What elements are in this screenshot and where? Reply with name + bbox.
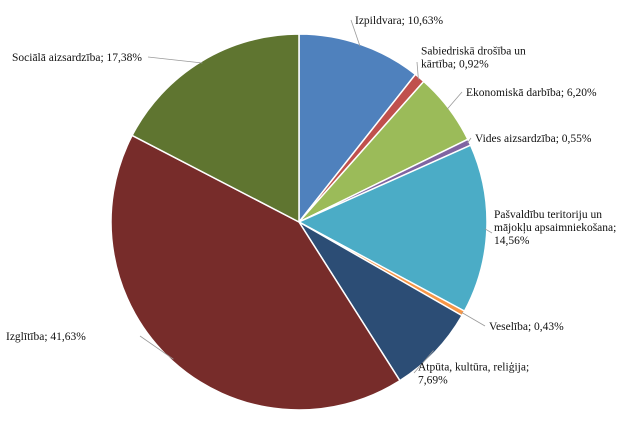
data-label-line: Veselība; 0,43% bbox=[489, 321, 564, 333]
leader-line-sociala-aizsardziba bbox=[147, 56, 203, 64]
data-label-line: Pašvaldību teritoriju un bbox=[494, 209, 602, 221]
data-label-sabiedriska-drosiba-un-kartiba: Sabiedriskā drošība un kārtība; 0,92% bbox=[421, 46, 526, 71]
leader-line-ekonomiska-darbiba bbox=[446, 91, 463, 110]
pie-slice-izglitiba bbox=[110, 134, 401, 411]
leader-line-veseliba bbox=[461, 312, 486, 327]
data-label-line: Vides aizsardzība; 0,55% bbox=[475, 133, 592, 145]
leader-line-izpildvara bbox=[350, 19, 361, 47]
pie-slice-pasvaldibu-teritoriju-un-majoklu-apsaimniekosana bbox=[297, 144, 488, 313]
data-labels: Izpildvara; 10,63% Sabiedriskā drošība un… bbox=[6, 15, 616, 387]
leader-line-izglitiba bbox=[139, 335, 174, 360]
leader-line-atputa-kultura-religija bbox=[413, 350, 434, 374]
data-label-sociala-aizsardziba: Sociālā aizsardzība; 17,38% bbox=[12, 52, 142, 64]
data-label-line: Atpūta, kultūra, reliģija; bbox=[418, 362, 529, 374]
pie-slice-izpildvara bbox=[298, 33, 417, 225]
leader-line-pasvaldibu-teritoriju-un-majoklu-apsaimniekosana bbox=[484, 228, 493, 234]
data-label-pasvaldibu-teritoriju-un-majoklu-apsaimniekosana: Pašvaldību teritoriju un mājokļu apsaimni… bbox=[494, 209, 616, 247]
leader-line-vides-aizsardziba bbox=[467, 137, 472, 144]
data-label-atputa-kultura-religija: Atpūta, kultūra, reliģija; 7,69% bbox=[418, 362, 529, 387]
data-label-line: kārtība; 0,92% bbox=[421, 59, 489, 71]
leader-lines bbox=[139, 19, 493, 374]
data-label-izglitiba: Izglītība; 41,63% bbox=[6, 331, 86, 343]
data-label-izpildvara: Izpildvara; 10,63% bbox=[355, 15, 444, 27]
data-label-line: Izpildvara; 10,63% bbox=[355, 15, 444, 27]
data-label-line: 7,69% bbox=[418, 375, 448, 387]
data-label-line: mājokļu apsaimniekošana; bbox=[494, 222, 616, 234]
data-label-line: 14,56% bbox=[494, 235, 530, 247]
data-label-vides-aizsardziba: Vides aizsardzība; 0,55% bbox=[475, 133, 592, 145]
data-label-line: Sabiedriskā drošība un bbox=[421, 46, 526, 58]
pie-slices bbox=[110, 33, 488, 411]
data-label-line: Izglītība; 41,63% bbox=[6, 331, 86, 343]
leader-line-sabiedriska-drosiba-un-kartiba bbox=[416, 61, 419, 80]
data-label-ekonomiska-darbiba: Ekonomiskā darbība; 6,20% bbox=[466, 87, 597, 99]
data-label-line: Ekonomiskā darbība; 6,20% bbox=[466, 87, 597, 99]
data-label-line: Sociālā aizsardzība; 17,38% bbox=[12, 52, 142, 64]
pie-slice-sociala-aizsardziba bbox=[131, 33, 300, 224]
data-label-veseliba: Veselība; 0,43% bbox=[489, 321, 564, 333]
